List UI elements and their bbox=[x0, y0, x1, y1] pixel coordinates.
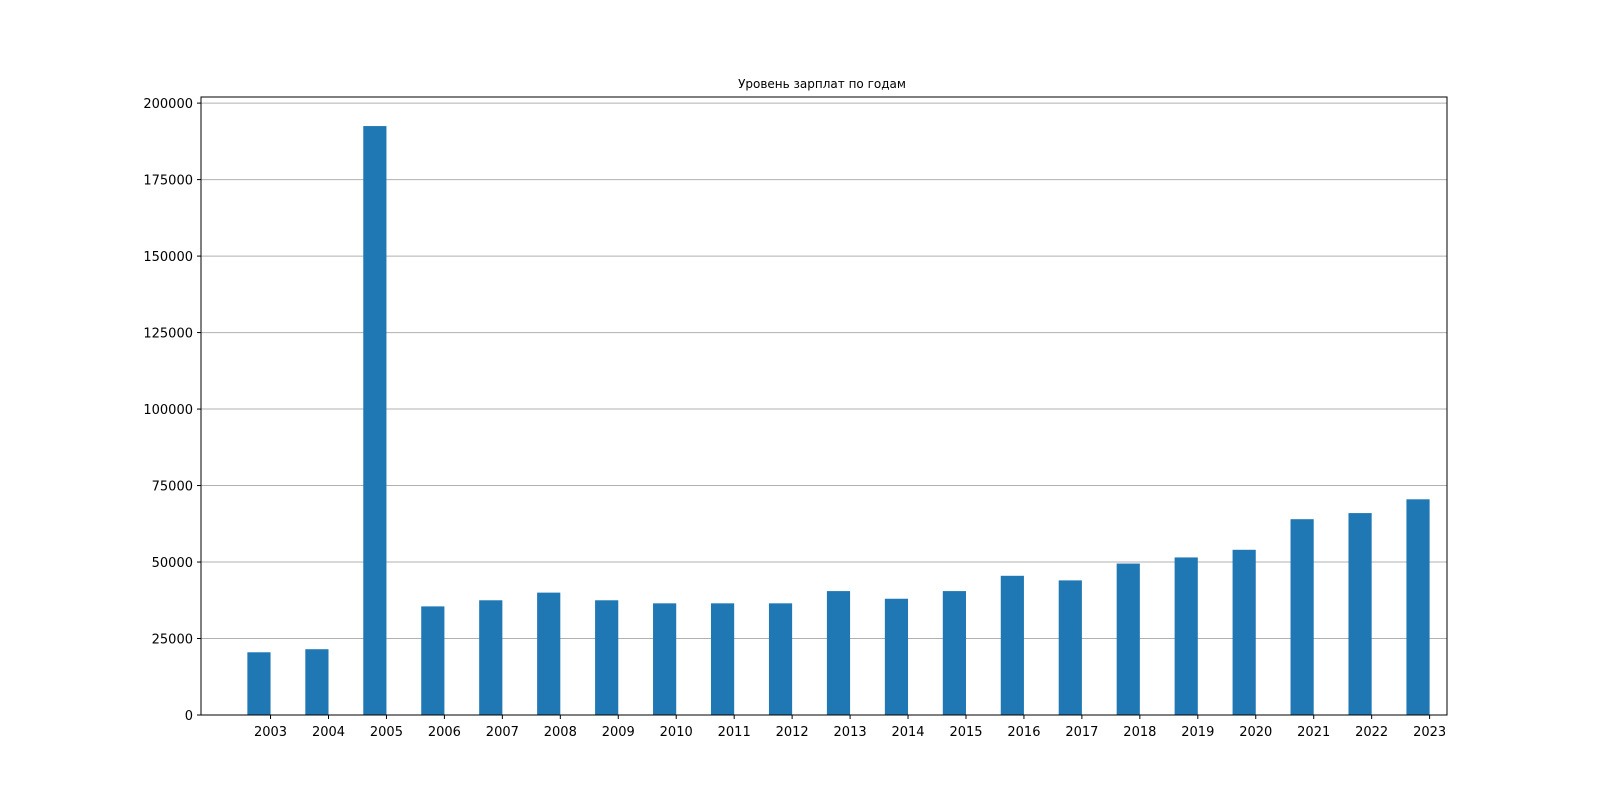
x-tick-label: 2022 bbox=[1355, 725, 1388, 740]
bar-2022 bbox=[1348, 513, 1372, 715]
bars bbox=[247, 126, 1430, 716]
bar-2012 bbox=[768, 603, 793, 715]
y-tick-label: 0 bbox=[185, 709, 193, 724]
x-tick-label: 2018 bbox=[1123, 725, 1156, 740]
y-tick-label: 175000 bbox=[143, 174, 193, 189]
x-tick-label: 2008 bbox=[544, 725, 577, 740]
bar-2004 bbox=[305, 649, 329, 715]
bar-2020 bbox=[1232, 549, 1256, 715]
x-tick-label: 2016 bbox=[1007, 725, 1040, 740]
x-tick-label: 2006 bbox=[428, 725, 461, 740]
x-tick-label: 2015 bbox=[949, 725, 982, 740]
x-tick-label: 2013 bbox=[834, 725, 867, 740]
y-tick-label: 25000 bbox=[152, 633, 193, 648]
x-tick-label: 2020 bbox=[1239, 725, 1272, 740]
bar-2019 bbox=[1174, 557, 1198, 715]
x-tick-label: 2009 bbox=[602, 725, 635, 740]
x-tick-label: 2023 bbox=[1413, 725, 1446, 740]
y-axis: 0 25000 50000 75000 100000 125000 150000 175000… bbox=[143, 97, 201, 724]
bar-2018 bbox=[1116, 563, 1140, 715]
y-tick-label: 50000 bbox=[152, 556, 193, 571]
plot-frame bbox=[200, 96, 1448, 716]
bar-2009 bbox=[595, 600, 619, 715]
bar-2011 bbox=[710, 603, 735, 715]
y-tick-label: 200000 bbox=[143, 97, 193, 112]
x-tick-label: 2019 bbox=[1181, 725, 1214, 740]
bar-2013 bbox=[826, 591, 851, 715]
y-tick-label: 125000 bbox=[143, 327, 193, 342]
x-tick-label: 2011 bbox=[718, 725, 751, 740]
x-tick-label: 2004 bbox=[312, 725, 345, 740]
y-tick-label: 150000 bbox=[143, 250, 193, 265]
bar-2003 bbox=[247, 652, 271, 715]
bar-2008 bbox=[537, 592, 561, 715]
bar-2021 bbox=[1290, 519, 1314, 715]
x-tick-label: 2017 bbox=[1065, 725, 1098, 740]
grid-lines bbox=[201, 102, 1447, 716]
bar-2014 bbox=[884, 598, 909, 715]
bar-2005 bbox=[363, 126, 387, 716]
bar-2016 bbox=[1000, 575, 1024, 715]
x-tick-label: 2005 bbox=[370, 725, 403, 740]
bar-2017 bbox=[1058, 580, 1082, 715]
y-tick-label: 100000 bbox=[143, 403, 193, 418]
bar-2023 bbox=[1406, 499, 1430, 715]
bar-2010 bbox=[653, 603, 677, 715]
x-tick-label: 2007 bbox=[486, 725, 519, 740]
bar-2015 bbox=[942, 591, 966, 715]
x-tick-label: 2014 bbox=[891, 725, 924, 740]
x-tick-label: 2012 bbox=[776, 725, 809, 740]
bar-2007 bbox=[479, 600, 503, 715]
y-tick-label: 75000 bbox=[152, 480, 193, 495]
x-axis: 2003 2004 2005 2006 2007 2008 2009 2010 2011 2012… bbox=[254, 715, 1446, 740]
chart-title: Уровень зарплат по годам bbox=[738, 77, 906, 91]
x-tick-label: 2010 bbox=[660, 725, 693, 740]
x-tick-label: 2021 bbox=[1297, 725, 1330, 740]
x-tick-label: 2003 bbox=[254, 725, 287, 740]
bar-2006 bbox=[421, 606, 445, 715]
